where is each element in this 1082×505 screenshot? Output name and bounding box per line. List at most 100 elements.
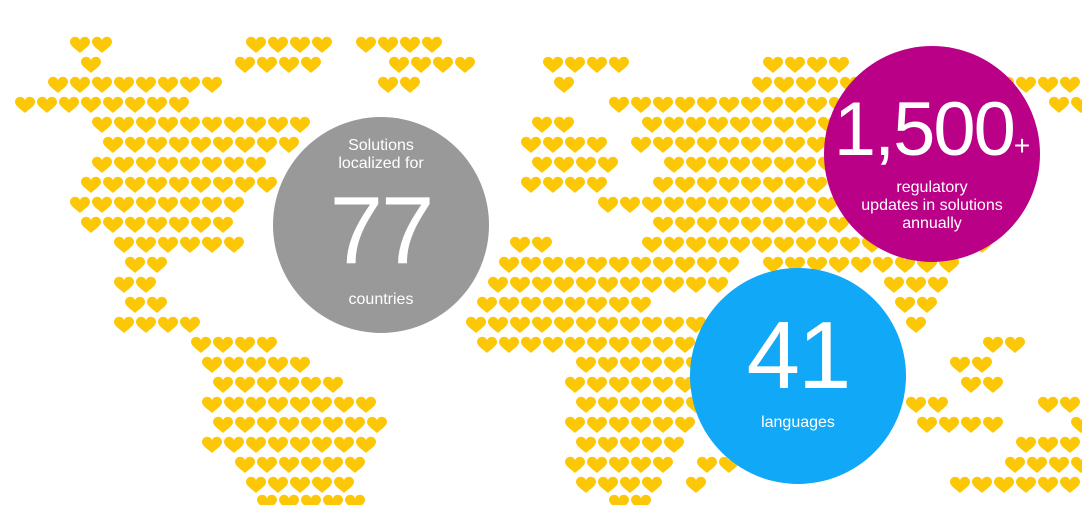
heart-icon: [158, 116, 178, 133]
heart-icon: [191, 216, 211, 233]
heart-icon: [191, 336, 211, 353]
heart-icon: [642, 476, 662, 493]
heart-icon: [664, 316, 684, 333]
heart-icon: [576, 316, 596, 333]
heart-icon: [1049, 456, 1069, 473]
heart-icon: [202, 196, 222, 213]
heart-icon: [631, 456, 651, 473]
heart-icon: [389, 56, 409, 73]
heart-icon: [1038, 396, 1058, 413]
heart-icon: [213, 376, 233, 393]
heart-icon: [202, 356, 222, 373]
heart-icon: [312, 436, 332, 453]
heart-icon: [1005, 336, 1025, 353]
heart-icon: [224, 396, 244, 413]
heart-icon: [818, 236, 838, 253]
heart-icon: [741, 216, 761, 233]
heart-icon: [928, 396, 948, 413]
heart-icon: [708, 196, 728, 213]
heart-icon: [675, 176, 695, 193]
heart-icon: [246, 156, 266, 173]
heart-icon: [191, 176, 211, 193]
heart-icon: [1005, 456, 1025, 473]
heart-icon: [477, 296, 497, 313]
heart-icon: [202, 396, 222, 413]
heart-icon: [202, 76, 222, 93]
heart-icon: [565, 336, 585, 353]
heart-icon: [246, 356, 266, 373]
heart-icon: [301, 456, 321, 473]
heart-icon: [125, 256, 145, 273]
heart-icon: [609, 96, 629, 113]
heart-icon: [708, 156, 728, 173]
heart-icon: [774, 76, 794, 93]
heart-icon: [730, 196, 750, 213]
heart-icon: [499, 336, 519, 353]
countries-caption-top: Solutions localized for: [338, 137, 424, 172]
heart-icon: [730, 236, 750, 253]
heart-icon: [422, 36, 442, 53]
heart-icon: [510, 236, 530, 253]
heart-icon: [279, 456, 299, 473]
heart-icon: [928, 276, 948, 293]
heart-icon: [631, 136, 651, 153]
heart-icon: [334, 396, 354, 413]
heart-icon: [268, 396, 288, 413]
heart-icon: [543, 176, 563, 193]
heart-icon: [224, 196, 244, 213]
heart-icon: [565, 176, 585, 193]
heart-icon: [664, 276, 684, 293]
heart-icon: [697, 176, 717, 193]
heart-icon: [169, 176, 189, 193]
heart-icon: [796, 156, 816, 173]
heart-icon: [675, 96, 695, 113]
heart-icon: [609, 494, 629, 505]
heart-icon: [180, 236, 200, 253]
heart-icon: [312, 476, 332, 493]
heart-icon: [521, 176, 541, 193]
languages-number: 41: [746, 302, 852, 409]
heart-icon: [620, 316, 640, 333]
heart-icon: [697, 256, 717, 273]
heart-icon: [686, 476, 706, 493]
heart-icon: [587, 296, 607, 313]
heart-icon: [653, 416, 673, 433]
heart-icon: [114, 196, 134, 213]
heart-icon: [147, 176, 167, 193]
heart-icon: [719, 176, 739, 193]
heart-icon: [807, 176, 827, 193]
heart-icon: [763, 136, 783, 153]
heart-icon: [741, 176, 761, 193]
heart-icon: [983, 376, 1003, 393]
heart-icon: [411, 56, 431, 73]
heart-icon: [631, 96, 651, 113]
heart-icon: [609, 56, 629, 73]
heart-icon: [290, 356, 310, 373]
heart-icon: [1071, 416, 1082, 433]
heart-icon: [543, 256, 563, 273]
heart-icon: [257, 416, 277, 433]
heart-icon: [752, 196, 772, 213]
heart-icon: [521, 136, 541, 153]
heart-icon: [653, 456, 673, 473]
heart-icon: [598, 356, 618, 373]
heart-icon: [565, 256, 585, 273]
heart-icon: [136, 276, 156, 293]
heart-icon: [576, 356, 596, 373]
heart-icon: [290, 36, 310, 53]
heart-icon: [136, 316, 156, 333]
heart-icon: [1060, 76, 1080, 93]
heart-icon: [1071, 96, 1082, 113]
heart-icon: [235, 136, 255, 153]
heart-icon: [301, 376, 321, 393]
heart-icon: [279, 56, 299, 73]
heart-icon: [81, 96, 101, 113]
heart-icon: [785, 216, 805, 233]
heart-icon: [246, 36, 266, 53]
heart-icon: [378, 76, 398, 93]
heart-icon: [763, 176, 783, 193]
updates-stat-circle: 1,500+ regulatory updates in solutions a…: [824, 46, 1040, 262]
heart-icon: [37, 96, 57, 113]
heart-icon: [202, 156, 222, 173]
heart-icon: [609, 456, 629, 473]
